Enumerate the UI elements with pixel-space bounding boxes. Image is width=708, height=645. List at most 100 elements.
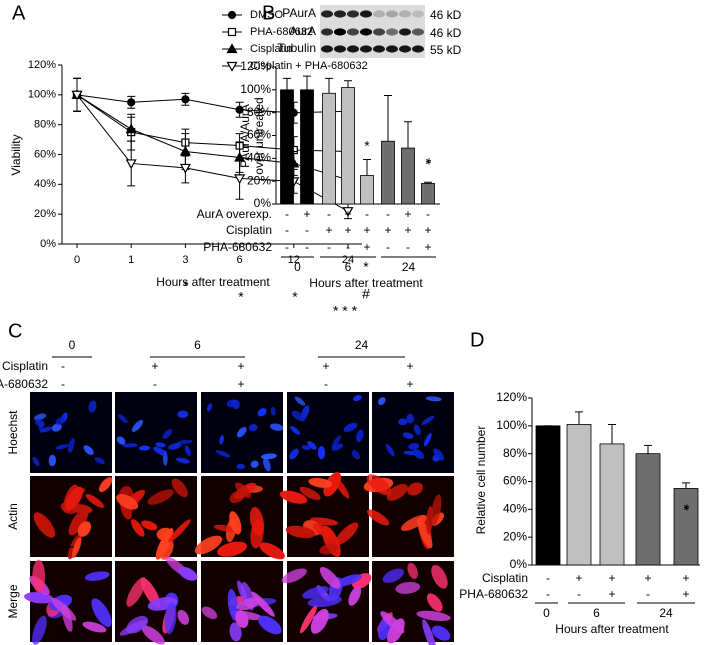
cell: [279, 490, 308, 504]
blot-band: [412, 45, 424, 53]
significance-mark: *: [363, 259, 369, 275]
condition-sign: -: [365, 207, 369, 221]
cell: [213, 524, 239, 533]
condition-sign: -: [61, 359, 65, 373]
cell: [250, 460, 259, 468]
significance-mark: **: [418, 158, 434, 165]
condition-label: PHA-680632: [203, 240, 272, 254]
blot-size-label: 46 kD: [430, 8, 462, 22]
group-label: 24: [659, 606, 673, 620]
panel-label: D: [470, 329, 484, 351]
cell: [38, 421, 45, 431]
error-bar: [682, 482, 690, 489]
condition-label: Cisplatin: [226, 223, 272, 237]
cell: [421, 415, 435, 425]
cell: [400, 515, 428, 531]
cell: [313, 523, 332, 538]
condition-sign: -: [406, 240, 410, 254]
cell: [407, 482, 423, 496]
condition-label: Cisplatin: [2, 359, 48, 373]
marker: [227, 27, 237, 37]
cell: [162, 429, 173, 439]
y-tick-label: 20%: [503, 529, 527, 543]
cell: [126, 615, 149, 634]
x-axis-label: Hours after treatment: [309, 276, 423, 290]
cell: [425, 396, 442, 402]
group-label: 0: [69, 338, 76, 352]
y-tick-label: 60%: [247, 128, 271, 142]
stain-label: Hoechst: [6, 410, 20, 455]
cell: [116, 436, 126, 445]
marker: [226, 43, 238, 54]
cell: [408, 443, 420, 450]
cell: [82, 621, 107, 633]
blot-band: [334, 45, 346, 53]
bar: [635, 453, 661, 566]
cell: [215, 450, 231, 458]
cell: [317, 446, 326, 460]
cell: [308, 477, 333, 488]
cell: [116, 494, 139, 510]
cell: [68, 508, 89, 536]
stain-label: Actin: [6, 503, 20, 530]
cell: [131, 419, 143, 432]
cell: [235, 482, 252, 499]
error-bar: [608, 423, 616, 444]
cell: [385, 444, 395, 457]
cell: [433, 448, 444, 461]
condition-sign: +: [404, 207, 411, 221]
marker: [227, 10, 237, 20]
error-bar: [363, 158, 371, 176]
cell: [83, 445, 94, 455]
cell: [413, 424, 421, 436]
cell: [251, 591, 275, 617]
cell: [55, 416, 66, 426]
cell: [281, 568, 307, 584]
y-tick-label: 20%: [34, 208, 56, 220]
cell: [126, 577, 146, 607]
condition-sign: +: [237, 359, 244, 373]
condition-sign: -: [327, 240, 331, 254]
cell: [269, 423, 284, 431]
cell: [285, 525, 316, 539]
cell: [257, 408, 267, 417]
cell: [84, 571, 110, 581]
cell: [386, 483, 408, 501]
group-label: 6: [345, 260, 352, 274]
cell: [67, 438, 75, 454]
cell: [217, 541, 248, 557]
cell: [177, 609, 190, 625]
y-tick-label: 40%: [247, 151, 271, 165]
bar: [341, 87, 355, 205]
condition-sign: +: [682, 587, 689, 601]
bar: [280, 89, 294, 205]
condition-label: PHA-680632: [459, 587, 528, 601]
significance-mark: * * *: [333, 303, 358, 319]
cell: [416, 610, 451, 622]
x-tick-label: 1: [128, 254, 134, 266]
blot-band: [347, 10, 359, 18]
y-tick-label: 100%: [240, 82, 271, 96]
blot-row-label: Tubulin: [277, 41, 316, 55]
cell: [236, 463, 245, 470]
bar: [673, 488, 699, 566]
error-bar: [644, 444, 652, 454]
cell: [229, 511, 242, 535]
blot-band: [373, 45, 385, 53]
blot-band: [347, 28, 359, 36]
cell: [319, 566, 341, 589]
blot-band: [386, 10, 398, 18]
marker: [125, 123, 137, 134]
y-tick-label: 40%: [34, 178, 56, 190]
y-axis-label: PAurA/AurA: [238, 104, 252, 168]
bar: [322, 92, 336, 205]
bar: [360, 175, 374, 205]
y-tick-label: 80%: [503, 446, 527, 460]
cell: [426, 506, 433, 535]
cell: [412, 449, 425, 459]
cell: [378, 397, 386, 405]
condition-sign: +: [682, 571, 689, 585]
cell: [291, 410, 306, 422]
cell: [422, 619, 437, 645]
